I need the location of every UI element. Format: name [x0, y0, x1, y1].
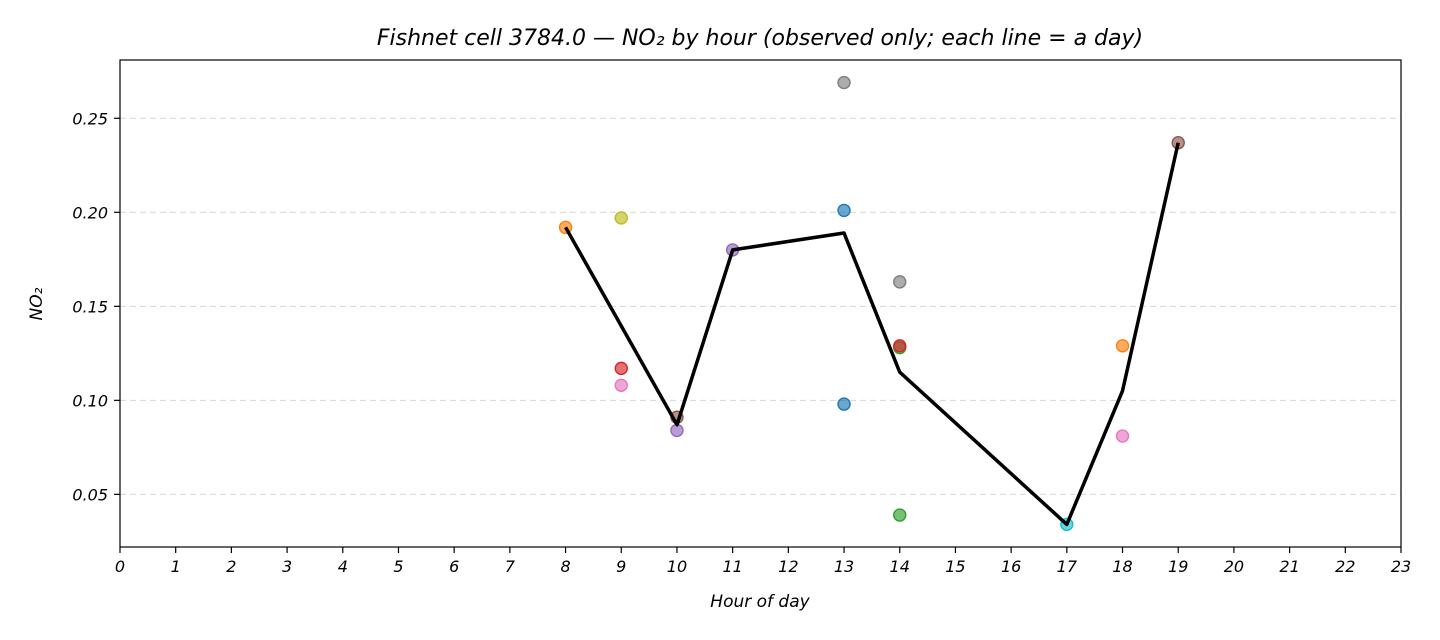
- x-tick-label: 8: [560, 557, 570, 576]
- data-point: [837, 75, 851, 90]
- x-tick-label: 3: [282, 557, 292, 576]
- plot-frame: [119, 59, 1402, 548]
- x-tick-label: 9: [616, 557, 626, 576]
- data-point: [893, 339, 907, 353]
- x-tick-label: 22: [1335, 557, 1355, 576]
- grid-layer: [120, 117, 1401, 495]
- x-tick-label: 0: [115, 557, 125, 576]
- x-tick-label: 17: [1057, 557, 1078, 576]
- x-tick-label: 11: [722, 557, 742, 576]
- y-axis-label: NO₂: [27, 287, 47, 320]
- x-tick-label: 14: [890, 557, 910, 576]
- x-tick-label: 19: [1168, 557, 1188, 576]
- x-tick-label: 6: [449, 557, 459, 576]
- x-tick-label: 5: [393, 557, 403, 576]
- x-tick-label: 7: [505, 557, 516, 576]
- y-tick-label: 0.15: [72, 297, 108, 316]
- data-point: [893, 508, 907, 522]
- y-tick-label: 0.05: [72, 485, 108, 504]
- x-tick-label: 21: [1279, 557, 1299, 576]
- x-tick-label: 23: [1391, 557, 1411, 576]
- x-tick-label: 4: [338, 557, 348, 576]
- x-tick-label: 12: [778, 557, 798, 576]
- y-tick-label: 0.10: [72, 391, 108, 410]
- data-point: [837, 203, 851, 218]
- data-point: [837, 397, 851, 411]
- x-tick-label: 16: [1001, 557, 1021, 576]
- data-point: [893, 275, 907, 289]
- y-tick-label: 0.25: [72, 109, 108, 128]
- mean-series-line: [564, 142, 1180, 527]
- x-tick-label: 20: [1224, 557, 1244, 576]
- x-tick-label: 1: [171, 557, 181, 576]
- x-tick-label: 2: [226, 557, 236, 576]
- x-tick-label: 18: [1112, 557, 1132, 576]
- y-tick-label: 0.20: [72, 203, 108, 222]
- ticks-layer: 0.050.100.150.200.250 1 2 3 4 5 6 7 8 9 10 11 12 13 14…: [72, 109, 1411, 576]
- x-tick-label: 13: [834, 557, 854, 576]
- data-point: [614, 211, 628, 225]
- data-point: [614, 378, 628, 392]
- chart-title: Fishnet cell 3784.0 — NO₂ by hour (obser…: [377, 26, 1143, 51]
- x-tick-label: 15: [945, 557, 965, 576]
- x-axis-label: Hour of day: [710, 592, 810, 612]
- data-point: [1115, 339, 1130, 353]
- x-tick-label: 10: [667, 557, 687, 576]
- mean-line-layer: [564, 142, 1180, 527]
- data-point: [614, 361, 628, 376]
- data-point: [1115, 429, 1130, 443]
